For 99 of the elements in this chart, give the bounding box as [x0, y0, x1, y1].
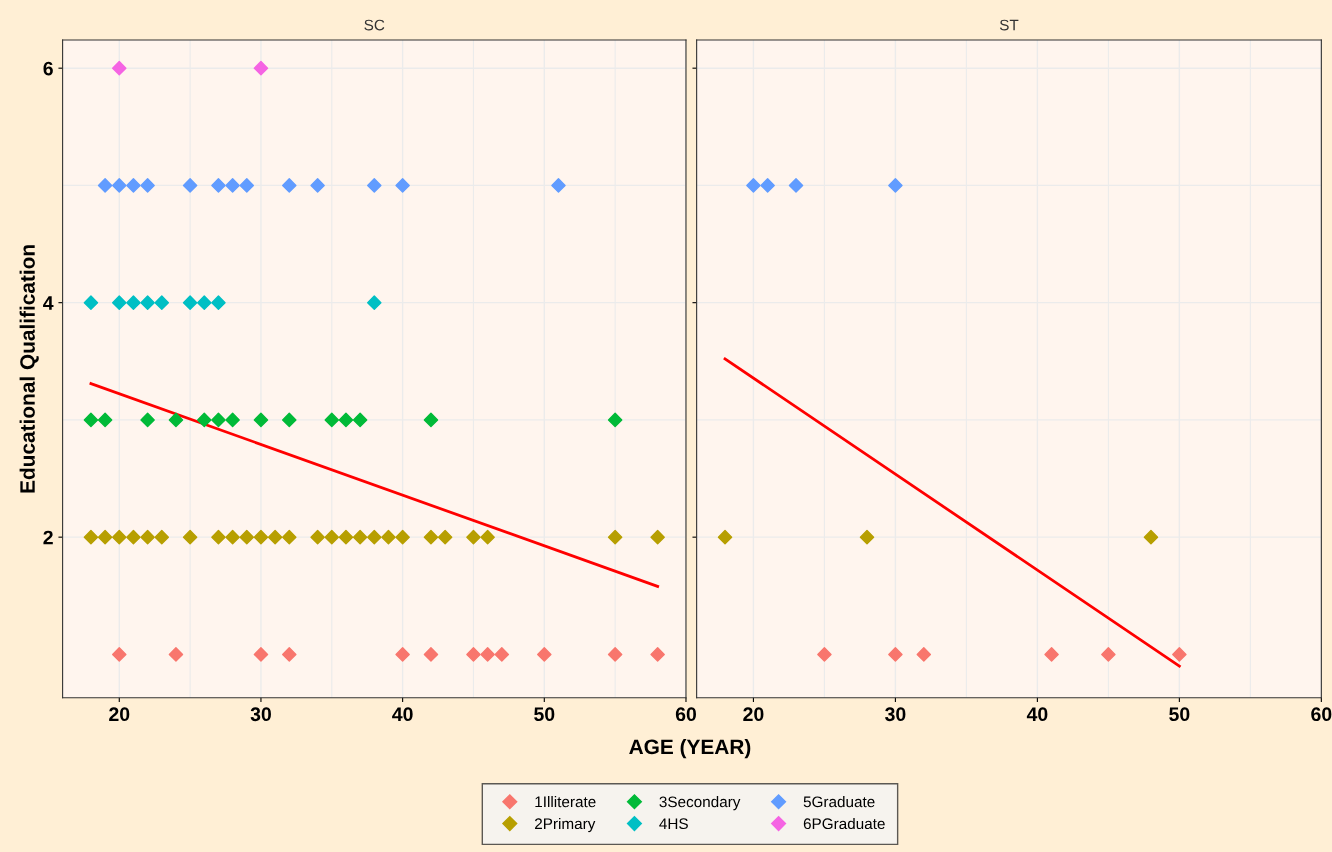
point: [182, 529, 198, 545]
x-tick-label: 30: [250, 707, 271, 722]
point: [97, 412, 113, 428]
point: [211, 412, 226, 428]
point: [196, 412, 212, 428]
legend-label: 1Illiterate: [535, 796, 596, 808]
point: [182, 178, 198, 193]
point: [267, 529, 283, 545]
point: [111, 295, 127, 310]
point: [168, 412, 184, 428]
point: [282, 529, 297, 545]
point: [466, 529, 481, 545]
legend-label: 3Secondary: [659, 796, 741, 811]
x-tick-label: 50: [1169, 707, 1190, 722]
point: [97, 529, 113, 545]
point: [466, 647, 481, 662]
point: [111, 647, 127, 662]
x-tick-label: 40: [392, 707, 413, 722]
chart-title: ST: [999, 19, 1019, 31]
point: [111, 529, 127, 545]
point: [196, 295, 212, 310]
point: [154, 295, 170, 310]
point: [650, 529, 665, 545]
point: [551, 178, 566, 193]
point: [650, 647, 665, 662]
legend-label: 2Primary: [535, 817, 596, 833]
point: [140, 412, 155, 428]
x-tick-label: 50: [534, 707, 555, 722]
point: [83, 412, 99, 428]
point: [211, 178, 226, 193]
point: [352, 412, 368, 428]
point: [352, 529, 368, 545]
point: [437, 529, 453, 545]
point: [111, 60, 127, 76]
point: [480, 529, 495, 545]
y-tick-label: 6: [43, 61, 53, 76]
point: [126, 295, 141, 310]
point: [211, 295, 226, 310]
point: [140, 295, 155, 310]
point: [423, 647, 439, 662]
point: [225, 178, 240, 193]
point: [282, 412, 297, 428]
point: [338, 529, 354, 545]
legend-label: 4HS: [659, 818, 688, 830]
point: [140, 529, 155, 545]
point: [154, 529, 170, 545]
point: [537, 647, 552, 662]
point: [239, 529, 255, 545]
x-axis-title: AGE (YEAR): [629, 738, 751, 759]
point: [253, 529, 269, 545]
point: [310, 178, 325, 193]
point: [253, 412, 269, 428]
x-tick-label: 40: [1026, 707, 1048, 722]
point: [97, 178, 113, 193]
point: [253, 60, 269, 76]
point: [494, 647, 510, 662]
x-tick-label: 30: [885, 707, 906, 722]
point: [324, 529, 340, 545]
point: [140, 178, 155, 193]
point: [282, 178, 297, 193]
y-axis-title: Educational Qualification: [19, 245, 39, 493]
point: [367, 178, 382, 193]
point: [126, 529, 141, 545]
x-tick-label: 60: [1311, 707, 1332, 722]
point: [324, 412, 340, 428]
point: [381, 529, 396, 545]
point: [225, 412, 240, 428]
point: [367, 529, 382, 545]
x-tick-label: 20: [743, 707, 764, 722]
point: [395, 647, 410, 662]
point: [423, 412, 439, 428]
point: [395, 529, 410, 545]
chart-title: SC: [364, 19, 385, 31]
point: [367, 295, 382, 310]
point: [395, 178, 410, 193]
point: [111, 178, 127, 193]
point: [480, 647, 495, 662]
point: [225, 529, 240, 545]
point: [239, 178, 255, 193]
point: [310, 529, 325, 545]
point: [338, 412, 354, 428]
y-tick-label: 4: [43, 296, 54, 310]
point: [423, 529, 439, 545]
y-tick-label: 2: [43, 530, 53, 545]
point: [83, 295, 99, 310]
point: [607, 529, 623, 545]
point: [211, 529, 226, 545]
point: [253, 647, 269, 662]
legend-label: 6PGraduate: [803, 817, 885, 830]
point: [182, 295, 198, 310]
x-tick-label: 20: [109, 707, 130, 722]
legend-label: 5Graduate: [803, 796, 875, 808]
point: [83, 529, 99, 545]
point: [607, 412, 623, 428]
point: [126, 178, 141, 193]
point: [168, 647, 184, 662]
point: [607, 647, 623, 662]
x-tick-label: 60: [675, 707, 696, 722]
point: [282, 647, 297, 662]
